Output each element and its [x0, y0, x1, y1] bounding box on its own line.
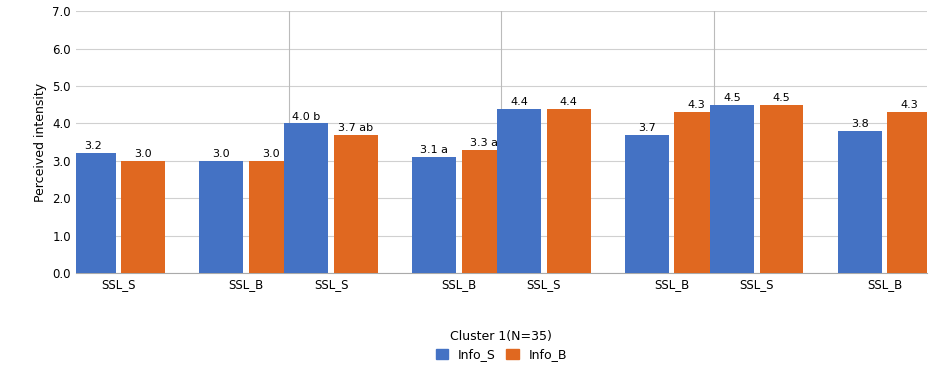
Text: 4.3: 4.3 — [688, 100, 706, 110]
Bar — [462, 150, 505, 273]
Bar — [838, 131, 882, 273]
Bar — [887, 112, 931, 273]
Text: 3.3 a: 3.3 a — [469, 138, 498, 148]
X-axis label: Cluster 1(N=35): Cluster 1(N=35) — [450, 330, 552, 343]
Text: 3.0: 3.0 — [262, 149, 279, 159]
Text: 3.1 a: 3.1 a — [420, 145, 448, 155]
Y-axis label: Perceived intensity: Perceived intensity — [34, 83, 46, 202]
Bar — [625, 135, 669, 273]
Text: 3.7 ab: 3.7 ab — [339, 123, 374, 133]
Text: 4.4: 4.4 — [560, 97, 578, 106]
Text: 4.4: 4.4 — [510, 97, 528, 106]
Text: 3.7: 3.7 — [638, 123, 656, 133]
Text: 4.5: 4.5 — [773, 93, 791, 103]
Bar — [285, 124, 328, 273]
Text: 3.2: 3.2 — [84, 141, 102, 152]
Bar — [412, 157, 456, 273]
Legend: Info_S, Info_B: Info_S, Info_B — [430, 343, 572, 366]
Bar — [760, 105, 803, 273]
Bar — [710, 105, 754, 273]
Bar — [498, 108, 541, 273]
Bar — [249, 161, 292, 273]
Text: 3.0: 3.0 — [213, 149, 230, 159]
Bar — [334, 135, 377, 273]
Bar — [547, 108, 590, 273]
Text: 4.0 b: 4.0 b — [292, 111, 321, 122]
Bar — [200, 161, 243, 273]
Bar — [121, 161, 165, 273]
Bar — [72, 153, 115, 273]
Text: 3.8: 3.8 — [850, 119, 868, 129]
Bar — [674, 112, 718, 273]
Text: 4.3: 4.3 — [901, 100, 919, 110]
Text: 4.5: 4.5 — [723, 93, 741, 103]
Text: 3.0: 3.0 — [134, 149, 151, 159]
